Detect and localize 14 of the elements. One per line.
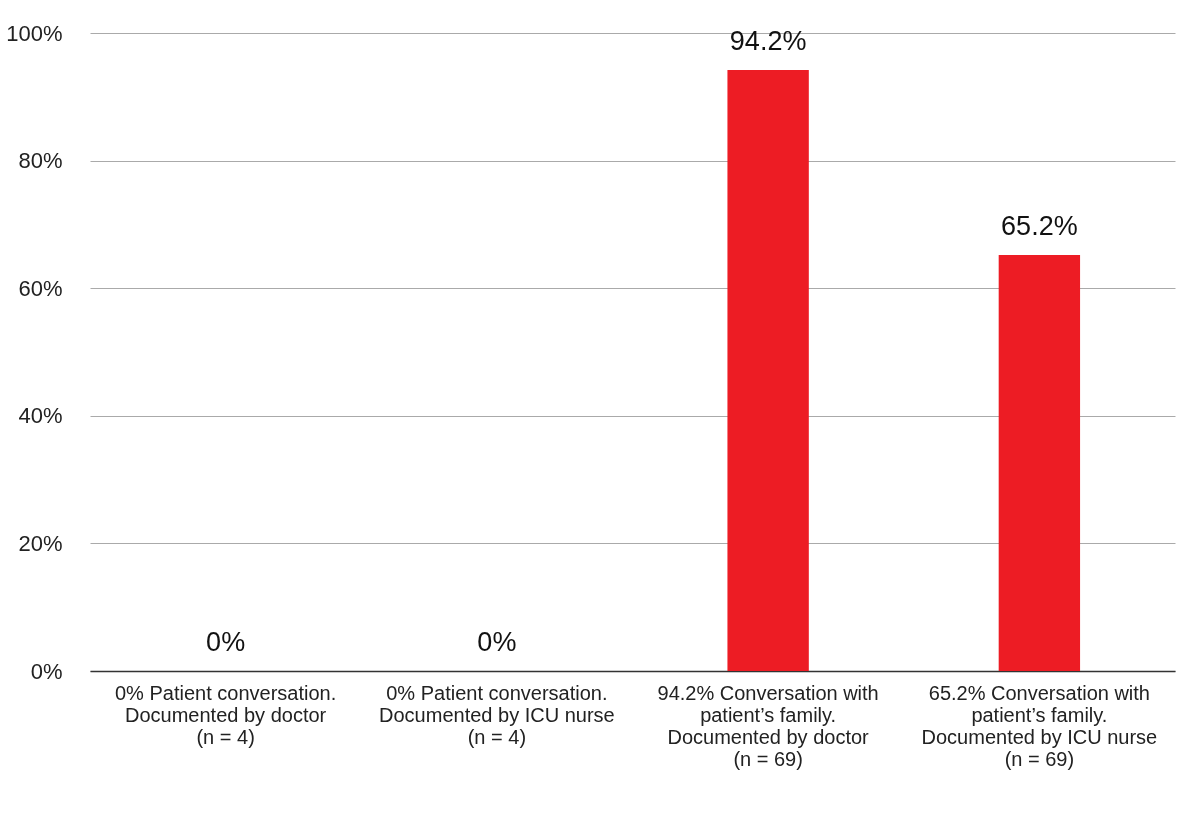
data-label: 0% [477,627,517,657]
y-tick-label: 100% [6,20,63,46]
x-tick-label: 0% Patient conversation. Documented by doctor (n = 4) [115,681,337,748]
data-label: 0% [206,627,246,657]
y-tick-label: 20% [18,530,63,556]
y-tick-label: 80% [18,148,63,174]
y-tick-label: 0% [30,658,63,684]
y-tick-label: 40% [18,403,63,429]
y-tick-label: 60% [18,275,63,301]
data-label: 94.2% [729,26,807,56]
x-tick-label: 65.2% Conversation with patient’s family. Documented by ICU nurse (n = 69) [921,681,1158,770]
x-tick-label: 0% Patient conversation. Documented by ICU nurse (n = 4) [379,681,615,748]
x-tick-label: 94.2% Conversation with patient’s family. Documented by doctor (n = 69) [657,681,879,770]
data-label: 65.2% [1001,211,1078,242]
